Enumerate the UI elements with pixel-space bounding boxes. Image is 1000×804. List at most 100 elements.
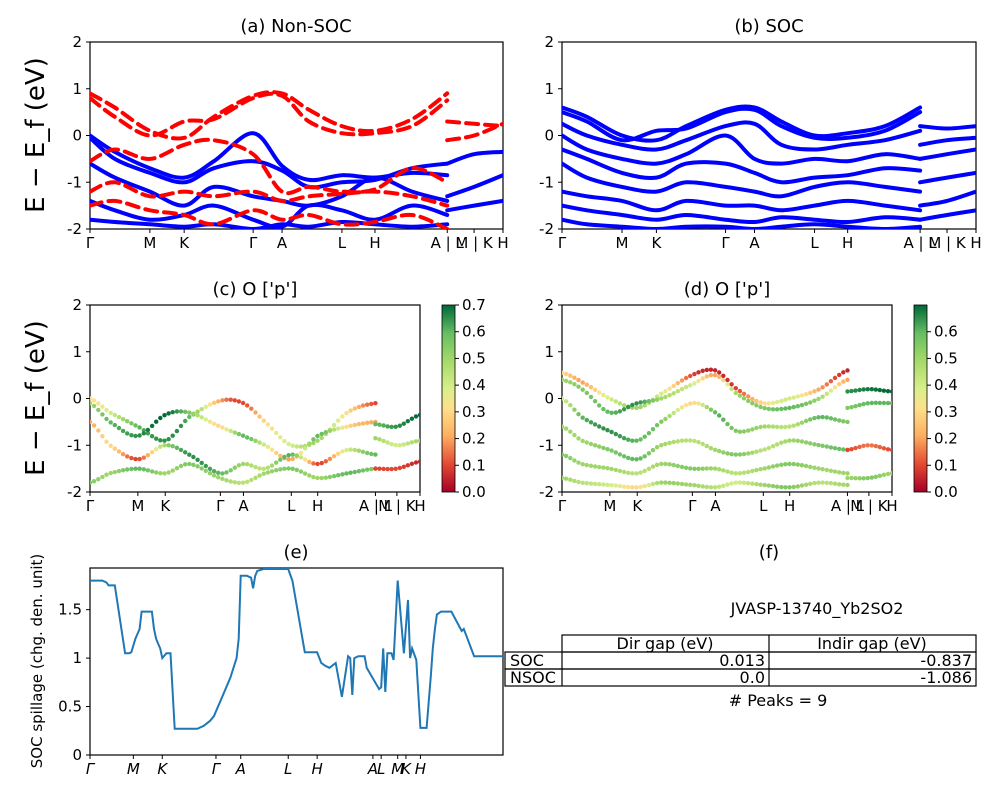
x-tick-label: Γ (249, 234, 258, 252)
band-point (746, 451, 751, 456)
band-point (613, 399, 618, 404)
band-point (787, 485, 792, 490)
band-point (158, 444, 163, 449)
band-point (360, 403, 366, 408)
band-point (750, 427, 755, 432)
band-point (236, 463, 242, 468)
band-point (816, 396, 821, 402)
band-point (774, 407, 780, 412)
band-point (199, 415, 204, 420)
band-point (746, 469, 751, 475)
band-point (365, 420, 370, 425)
band-point (853, 445, 858, 451)
band-point (112, 422, 118, 428)
band-line-up (90, 161, 450, 208)
x-tick-label: H (312, 760, 323, 778)
band-point (286, 457, 291, 462)
band-point (799, 439, 805, 444)
band-point (783, 406, 788, 411)
band-point (203, 417, 208, 422)
band-point (688, 438, 693, 443)
band-point (881, 400, 887, 406)
band-point (663, 416, 668, 422)
band-point (820, 480, 825, 485)
band-point (609, 429, 614, 435)
band-point (638, 470, 643, 475)
band-point (746, 428, 751, 433)
band-point (336, 418, 341, 423)
band-point (125, 419, 130, 424)
band-point (754, 449, 759, 454)
band-point (704, 466, 709, 471)
band-point (737, 429, 743, 434)
band-point (369, 466, 374, 472)
band-point (356, 448, 362, 453)
band-point (741, 470, 747, 475)
band-point (758, 424, 763, 430)
x-tick-label: Γ (86, 497, 95, 515)
band-point (812, 398, 817, 403)
band-point (865, 401, 870, 406)
band-point (568, 455, 573, 461)
band-point (195, 409, 200, 414)
band-point (741, 391, 747, 396)
band-point (352, 469, 357, 475)
band-point (311, 461, 316, 466)
band-point (344, 471, 349, 476)
band-point (712, 372, 718, 378)
band-point (845, 389, 850, 394)
spillage-line-group (90, 568, 503, 730)
band-point (405, 463, 410, 468)
band-point (721, 450, 726, 455)
band-point (679, 464, 685, 470)
band-point (298, 469, 304, 474)
band-point (837, 418, 842, 423)
band-point (187, 414, 192, 420)
band-point (154, 470, 159, 475)
band-point (885, 447, 891, 452)
band-point (90, 419, 93, 425)
band-point (717, 413, 722, 418)
band-point (849, 405, 854, 410)
band-point (261, 466, 266, 471)
band-point (783, 439, 788, 444)
band-point (650, 481, 656, 487)
projected-points (562, 367, 892, 490)
band-point (145, 468, 151, 473)
band-line-soc (562, 217, 923, 229)
band-point (700, 484, 705, 489)
band-point (274, 468, 279, 473)
band-point (671, 383, 676, 389)
band-point (613, 483, 618, 488)
band-point (278, 467, 283, 472)
band-point (290, 452, 295, 457)
band-point (659, 443, 664, 448)
band-point (572, 478, 577, 484)
band-point (646, 466, 652, 471)
y-tick-label: 0 (72, 127, 82, 145)
x-tick-label: A (277, 234, 288, 252)
panel-e-title: (e) (283, 542, 308, 563)
band-point (224, 478, 229, 483)
band-point (808, 390, 813, 396)
band-point (584, 462, 589, 468)
band-point (659, 396, 664, 401)
band-point (634, 405, 639, 411)
band-point (269, 426, 275, 431)
band-point (774, 424, 780, 430)
band-point (762, 406, 767, 411)
band-point (746, 398, 751, 404)
band-point (712, 368, 718, 373)
band-point (315, 475, 320, 481)
band-point (692, 438, 697, 444)
colorbar-tick-label: 0.5 (462, 349, 486, 367)
band-point (791, 423, 796, 428)
x-tick-label: H (414, 497, 425, 515)
y-tick-label: 1 (544, 80, 554, 98)
band-point (708, 367, 714, 372)
band-point (841, 370, 846, 375)
x-tick-label: A (235, 760, 246, 778)
x-tick-label: A (238, 497, 249, 515)
band-point (344, 447, 349, 453)
band-point (787, 396, 792, 401)
